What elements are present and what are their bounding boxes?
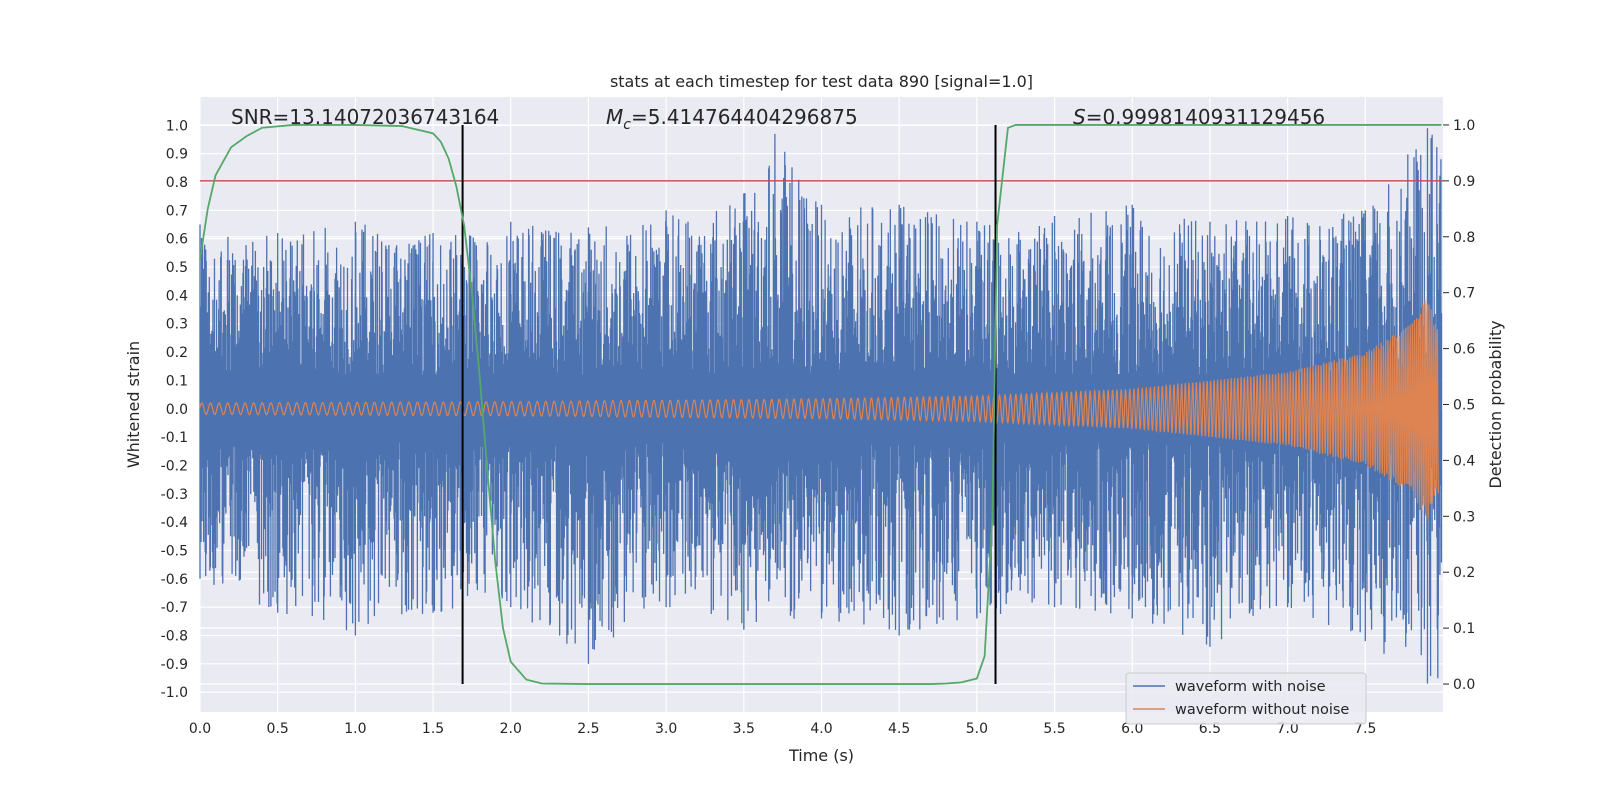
x-tick-label: 7.0 — [1276, 721, 1298, 737]
snr-annotation: SNR=13.14072036743164 — [231, 105, 499, 129]
x-tick-label: 0.5 — [267, 721, 289, 737]
x-tick-label: 1.0 — [344, 721, 366, 737]
s-annotation: S=0.9998140931129456 — [1073, 105, 1325, 129]
y-tick-label-left: 0.4 — [166, 288, 188, 304]
y-tick-label-left: -0.9 — [161, 657, 188, 673]
y-tick-label-left: 0.5 — [166, 260, 188, 276]
y-tick-label-right: 0.9 — [1453, 174, 1475, 190]
x-tick-label: 2.0 — [500, 721, 522, 737]
y-tick-label-left: -0.5 — [161, 543, 188, 559]
x-tick-label: 5.5 — [1043, 721, 1065, 737]
y-tick-label-left: 0.9 — [166, 147, 188, 163]
x-tick-label: 6.0 — [1121, 721, 1143, 737]
legend: waveform with noise waveform without noi… — [1125, 672, 1367, 725]
y-tick-label-left: 0.8 — [166, 175, 188, 191]
y-tick-label-right: 0.0 — [1453, 677, 1475, 693]
y-tick-label-right: 0.6 — [1453, 342, 1475, 358]
y-tick-label-left: -0.3 — [161, 487, 188, 503]
y-tick-label-left: 0.7 — [166, 203, 188, 219]
y-tick-label-right: 0.7 — [1453, 286, 1475, 302]
x-tick-label: 6.5 — [1199, 721, 1221, 737]
y-tick-label-left: 0.0 — [166, 402, 188, 418]
legend-label-without-noise: waveform without noise — [1175, 702, 1349, 718]
x-tick-label: 4.0 — [810, 721, 832, 737]
legend-label-with-noise: waveform with noise — [1175, 679, 1326, 695]
y-tick-label-left: -1.0 — [161, 685, 188, 701]
y-tick-label-right: 1.0 — [1453, 118, 1475, 134]
y-tick-label-left: -0.7 — [161, 600, 188, 616]
y-tick-label-right: 0.2 — [1453, 565, 1475, 581]
detection-probability-series — [199, 124, 1442, 685]
x-tick-label: 7.5 — [1354, 721, 1376, 737]
x-tick-label: 5.0 — [966, 721, 988, 737]
chart-title: stats at each timestep for test data 890… — [610, 72, 1033, 91]
y-tick-label-left: 0.3 — [166, 317, 188, 333]
y-tick-label-left: -0.8 — [161, 628, 188, 644]
y-tick-label-left: 1.0 — [166, 118, 188, 134]
x-tick-label: 2.5 — [577, 721, 599, 737]
y-tick-label-left: 0.2 — [166, 345, 188, 361]
x-tick-label: 3.5 — [733, 721, 755, 737]
y-tick-label-right: 0.8 — [1453, 230, 1475, 246]
y-axis-label-left: Whitened strain — [124, 341, 143, 468]
y-tick-label-left: -0.1 — [161, 430, 188, 446]
y-tick-label-right: 0.4 — [1453, 453, 1475, 469]
y-tick-label-right: 0.5 — [1453, 398, 1475, 414]
y-tick-label-left: -0.2 — [161, 458, 188, 474]
y-tick-label-left: 0.6 — [166, 232, 188, 248]
y-tick-label-left: 0.1 — [166, 373, 188, 389]
y-tick-label-right: 0.1 — [1453, 621, 1475, 637]
tick-labels: 0.0 0.5 1.0 1.5 2.0 2.5 3.0 3.5 4.0 4.5 5.0 5.5 6.0 6… — [161, 118, 1476, 737]
legend-box — [1125, 672, 1367, 725]
y-tick-label-left: -0.6 — [161, 572, 188, 588]
x-tick-label: 4.5 — [888, 721, 910, 737]
chirp-mass-annotation: Mc=5.414764404296875 — [606, 105, 858, 133]
x-tick-label: 0.0 — [189, 721, 211, 737]
y-axis-label-right: Detection probability — [1486, 320, 1505, 488]
detection-probability-line — [199, 124, 1442, 685]
x-axis-label: Time (s) — [788, 746, 854, 765]
waveform-without-noise-line — [199, 300, 1439, 520]
y-tick-label-right: 0.3 — [1453, 509, 1475, 525]
x-tick-label: 1.5 — [422, 721, 444, 737]
y-tick-label-left: -0.4 — [161, 515, 188, 531]
waveform-without-noise-series — [199, 300, 1439, 520]
x-tick-label: 3.0 — [655, 721, 677, 737]
